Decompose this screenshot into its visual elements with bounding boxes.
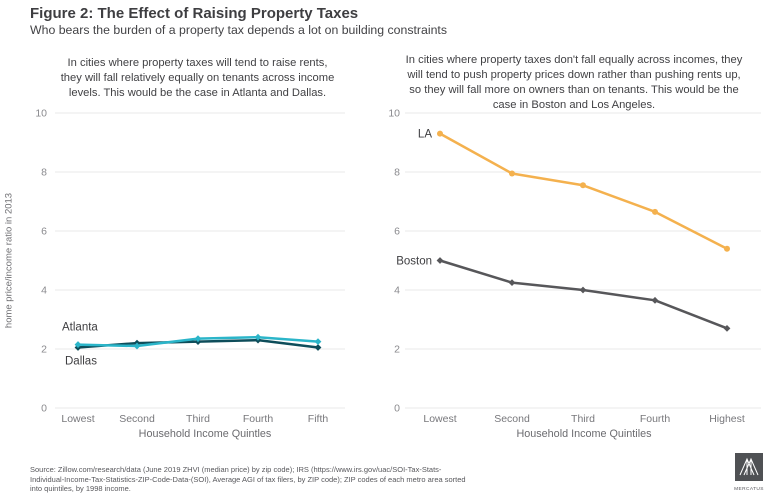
data-point-boston <box>508 279 516 287</box>
series-line-boston <box>438 259 729 330</box>
caption-line: In cities where property taxes don't fal… <box>405 54 743 66</box>
x-tick-label: Second <box>119 413 155 425</box>
y-tick-label: 10 <box>35 108 47 120</box>
y-tick-label: 0 <box>41 403 47 415</box>
y-tick-label: 0 <box>394 403 400 415</box>
y-tick-label: 8 <box>41 167 47 179</box>
y-tick-label: 2 <box>394 344 400 356</box>
x-tick-label: Fourth <box>640 413 671 425</box>
data-point-boston <box>436 257 444 264</box>
figure-subtitle: Who bears the burden of a property tax d… <box>30 23 447 37</box>
figure-title: Figure 2: The Effect of Raising Property… <box>30 5 359 22</box>
y-tick-label: 2 <box>41 344 47 356</box>
y-tick-label: 6 <box>41 226 47 238</box>
x-axis-title: Household Income Quintles <box>139 428 272 440</box>
data-point-la <box>509 170 515 177</box>
x-tick-label: Fourth <box>243 413 274 425</box>
caption-line: so they will fall more on owners than on… <box>409 84 739 96</box>
x-tick-label: Fifth <box>308 413 329 425</box>
x-tick-label: Lowest <box>423 413 456 425</box>
mercatus-logo: MERCATUS <box>733 453 765 492</box>
series-label-atlanta: Atlanta <box>62 322 98 334</box>
data-point-la <box>437 130 443 137</box>
data-point-atlanta <box>314 338 322 346</box>
data-point-la <box>724 245 730 252</box>
y-tick-label: 4 <box>394 285 400 297</box>
data-point-boston <box>723 324 731 332</box>
x-tick-label: Third <box>571 413 595 425</box>
data-point-dallas <box>314 344 322 351</box>
source-line: Source: Zillow.com/research/data (June 2… <box>30 465 442 474</box>
right-chart-caption: In cities where property taxes don't fal… <box>383 53 765 113</box>
x-tick-label: Third <box>186 413 210 425</box>
source-line: Individual-Income-Tax-Statistics-ZIP-Cod… <box>30 474 466 484</box>
boston-la-chart: 10 8 6 4 2 0 Boston LA Lowest Second Third Fourth Hi… <box>388 108 761 440</box>
data-point-boston <box>579 286 587 294</box>
y-tick-label: 4 <box>41 285 47 297</box>
y-tick-label: 8 <box>394 167 400 179</box>
series-label-dallas: Dallas <box>65 356 97 368</box>
x-tick-label: Highest <box>709 413 745 425</box>
left-chart-caption: In cities where property taxes will tend… <box>30 56 365 101</box>
data-point-boston <box>651 296 659 304</box>
atlanta-dallas-chart: 10 8 6 4 2 0 Dallas Atlanta Lowest Second Third Fou… <box>35 108 345 440</box>
source-note: Source: Zillow.com/research/data (June 2… <box>30 465 520 494</box>
x-tick-label: Lowest <box>61 413 94 425</box>
x-axis-title: Household Income Quintiles <box>516 428 652 440</box>
source-line: into quintiles, by 1998 income. <box>30 484 131 494</box>
data-point-atlanta <box>133 342 141 350</box>
data-point-atlanta <box>74 341 82 348</box>
y-tick-label: 6 <box>394 226 400 238</box>
data-point-la <box>580 182 586 189</box>
y-tick-label: 10 <box>388 108 400 120</box>
data-point-atlanta <box>194 335 202 343</box>
series-label-boston: Boston <box>396 256 432 268</box>
caption-line: will tend to push property prices down r… <box>407 69 741 81</box>
caption-line: levels. This would be the case in Atlant… <box>68 87 327 99</box>
x-tick-label: Second <box>494 413 530 425</box>
caption-line: In cities where property taxes will tend… <box>67 57 328 69</box>
caption-line: they will fall relatively equally on ten… <box>60 72 335 84</box>
series-label-la: LA <box>418 129 432 141</box>
caption-line: case in Boston and Los Angeles. <box>492 99 656 111</box>
mercatus-wordmark: MERCATUS <box>734 487 764 492</box>
mercatus-logo-mark-icon <box>735 453 763 481</box>
data-point-la <box>652 208 658 215</box>
data-point-atlanta <box>254 333 262 341</box>
